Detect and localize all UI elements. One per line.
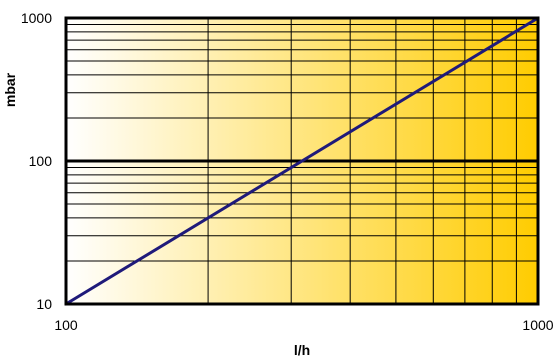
x-axis-title: l/h	[294, 342, 310, 358]
series-line-0	[64, 16, 540, 306]
minor-grid	[66, 18, 538, 304]
y-tick-label: 1000	[21, 10, 52, 26]
x-tick-label: 100	[54, 317, 78, 333]
plot-frame	[64, 16, 540, 306]
series-layer	[64, 16, 540, 306]
y-axis-title: mbar	[2, 72, 18, 107]
y-tick-labels: 10 100 1000	[21, 10, 52, 312]
y-tick-label: 100	[29, 153, 53, 169]
x-tick-labels: 100 1000	[54, 317, 553, 333]
y-tick-label: 10	[36, 296, 52, 312]
x-tick-label: 1000	[522, 317, 553, 333]
